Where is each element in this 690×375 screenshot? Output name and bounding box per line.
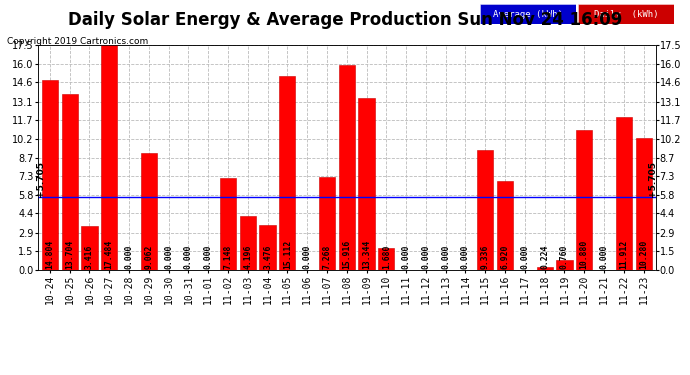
Bar: [615, 117, 632, 270]
Text: 9.336: 9.336: [481, 245, 490, 269]
Bar: [239, 216, 256, 270]
Bar: [635, 138, 652, 270]
Text: 7.268: 7.268: [322, 245, 331, 269]
Text: 0.000: 0.000: [164, 245, 173, 269]
Bar: [141, 153, 157, 270]
Text: 10.880: 10.880: [580, 240, 589, 269]
Text: 9.062: 9.062: [144, 245, 153, 269]
Text: 0.224: 0.224: [540, 245, 549, 269]
Text: 3.416: 3.416: [85, 245, 94, 269]
Bar: [101, 45, 117, 270]
Bar: [378, 248, 395, 270]
Text: 0.000: 0.000: [303, 245, 312, 269]
Bar: [259, 225, 276, 270]
Text: Average (kWh): Average (kWh): [493, 10, 563, 18]
Text: 0.760: 0.760: [560, 245, 569, 269]
Text: 3.476: 3.476: [263, 245, 272, 269]
Text: 10.280: 10.280: [639, 240, 648, 269]
Text: 7.148: 7.148: [224, 245, 233, 269]
Text: 17.484: 17.484: [105, 240, 114, 269]
Text: 0.000: 0.000: [402, 245, 411, 269]
Text: Copyright 2019 Cartronics.com: Copyright 2019 Cartronics.com: [7, 38, 148, 46]
Bar: [319, 177, 335, 270]
Text: +5.705: +5.705: [648, 160, 657, 196]
Bar: [537, 267, 553, 270]
Text: 15.112: 15.112: [283, 240, 292, 269]
Bar: [279, 76, 295, 270]
Text: 0.000: 0.000: [520, 245, 529, 269]
Bar: [358, 98, 375, 270]
Bar: [81, 226, 97, 270]
Text: 0.000: 0.000: [441, 245, 450, 269]
Bar: [576, 130, 592, 270]
Text: 11.912: 11.912: [620, 240, 629, 269]
Text: 13.704: 13.704: [65, 240, 74, 269]
Bar: [477, 150, 493, 270]
Text: Daily Solar Energy & Average Production Sun Nov 24 16:09: Daily Solar Energy & Average Production …: [68, 11, 622, 29]
Bar: [41, 80, 58, 270]
Bar: [339, 65, 355, 270]
Bar: [61, 94, 78, 270]
Text: 0.000: 0.000: [422, 245, 431, 269]
Text: +5.705: +5.705: [37, 160, 46, 196]
Bar: [497, 181, 513, 270]
Bar: [220, 178, 236, 270]
Text: 4.196: 4.196: [244, 245, 253, 269]
Text: Daily  (kWh): Daily (kWh): [593, 10, 658, 18]
Text: 0.000: 0.000: [184, 245, 193, 269]
Text: 0.000: 0.000: [600, 245, 609, 269]
Text: 15.916: 15.916: [342, 240, 351, 269]
Text: 6.920: 6.920: [500, 245, 510, 269]
Text: 0.000: 0.000: [461, 245, 470, 269]
Text: 14.804: 14.804: [46, 240, 55, 269]
Text: 0.000: 0.000: [124, 245, 133, 269]
Text: 1.680: 1.680: [382, 245, 391, 269]
Text: 13.344: 13.344: [362, 240, 371, 269]
Text: 0.000: 0.000: [204, 245, 213, 269]
Bar: [556, 260, 573, 270]
